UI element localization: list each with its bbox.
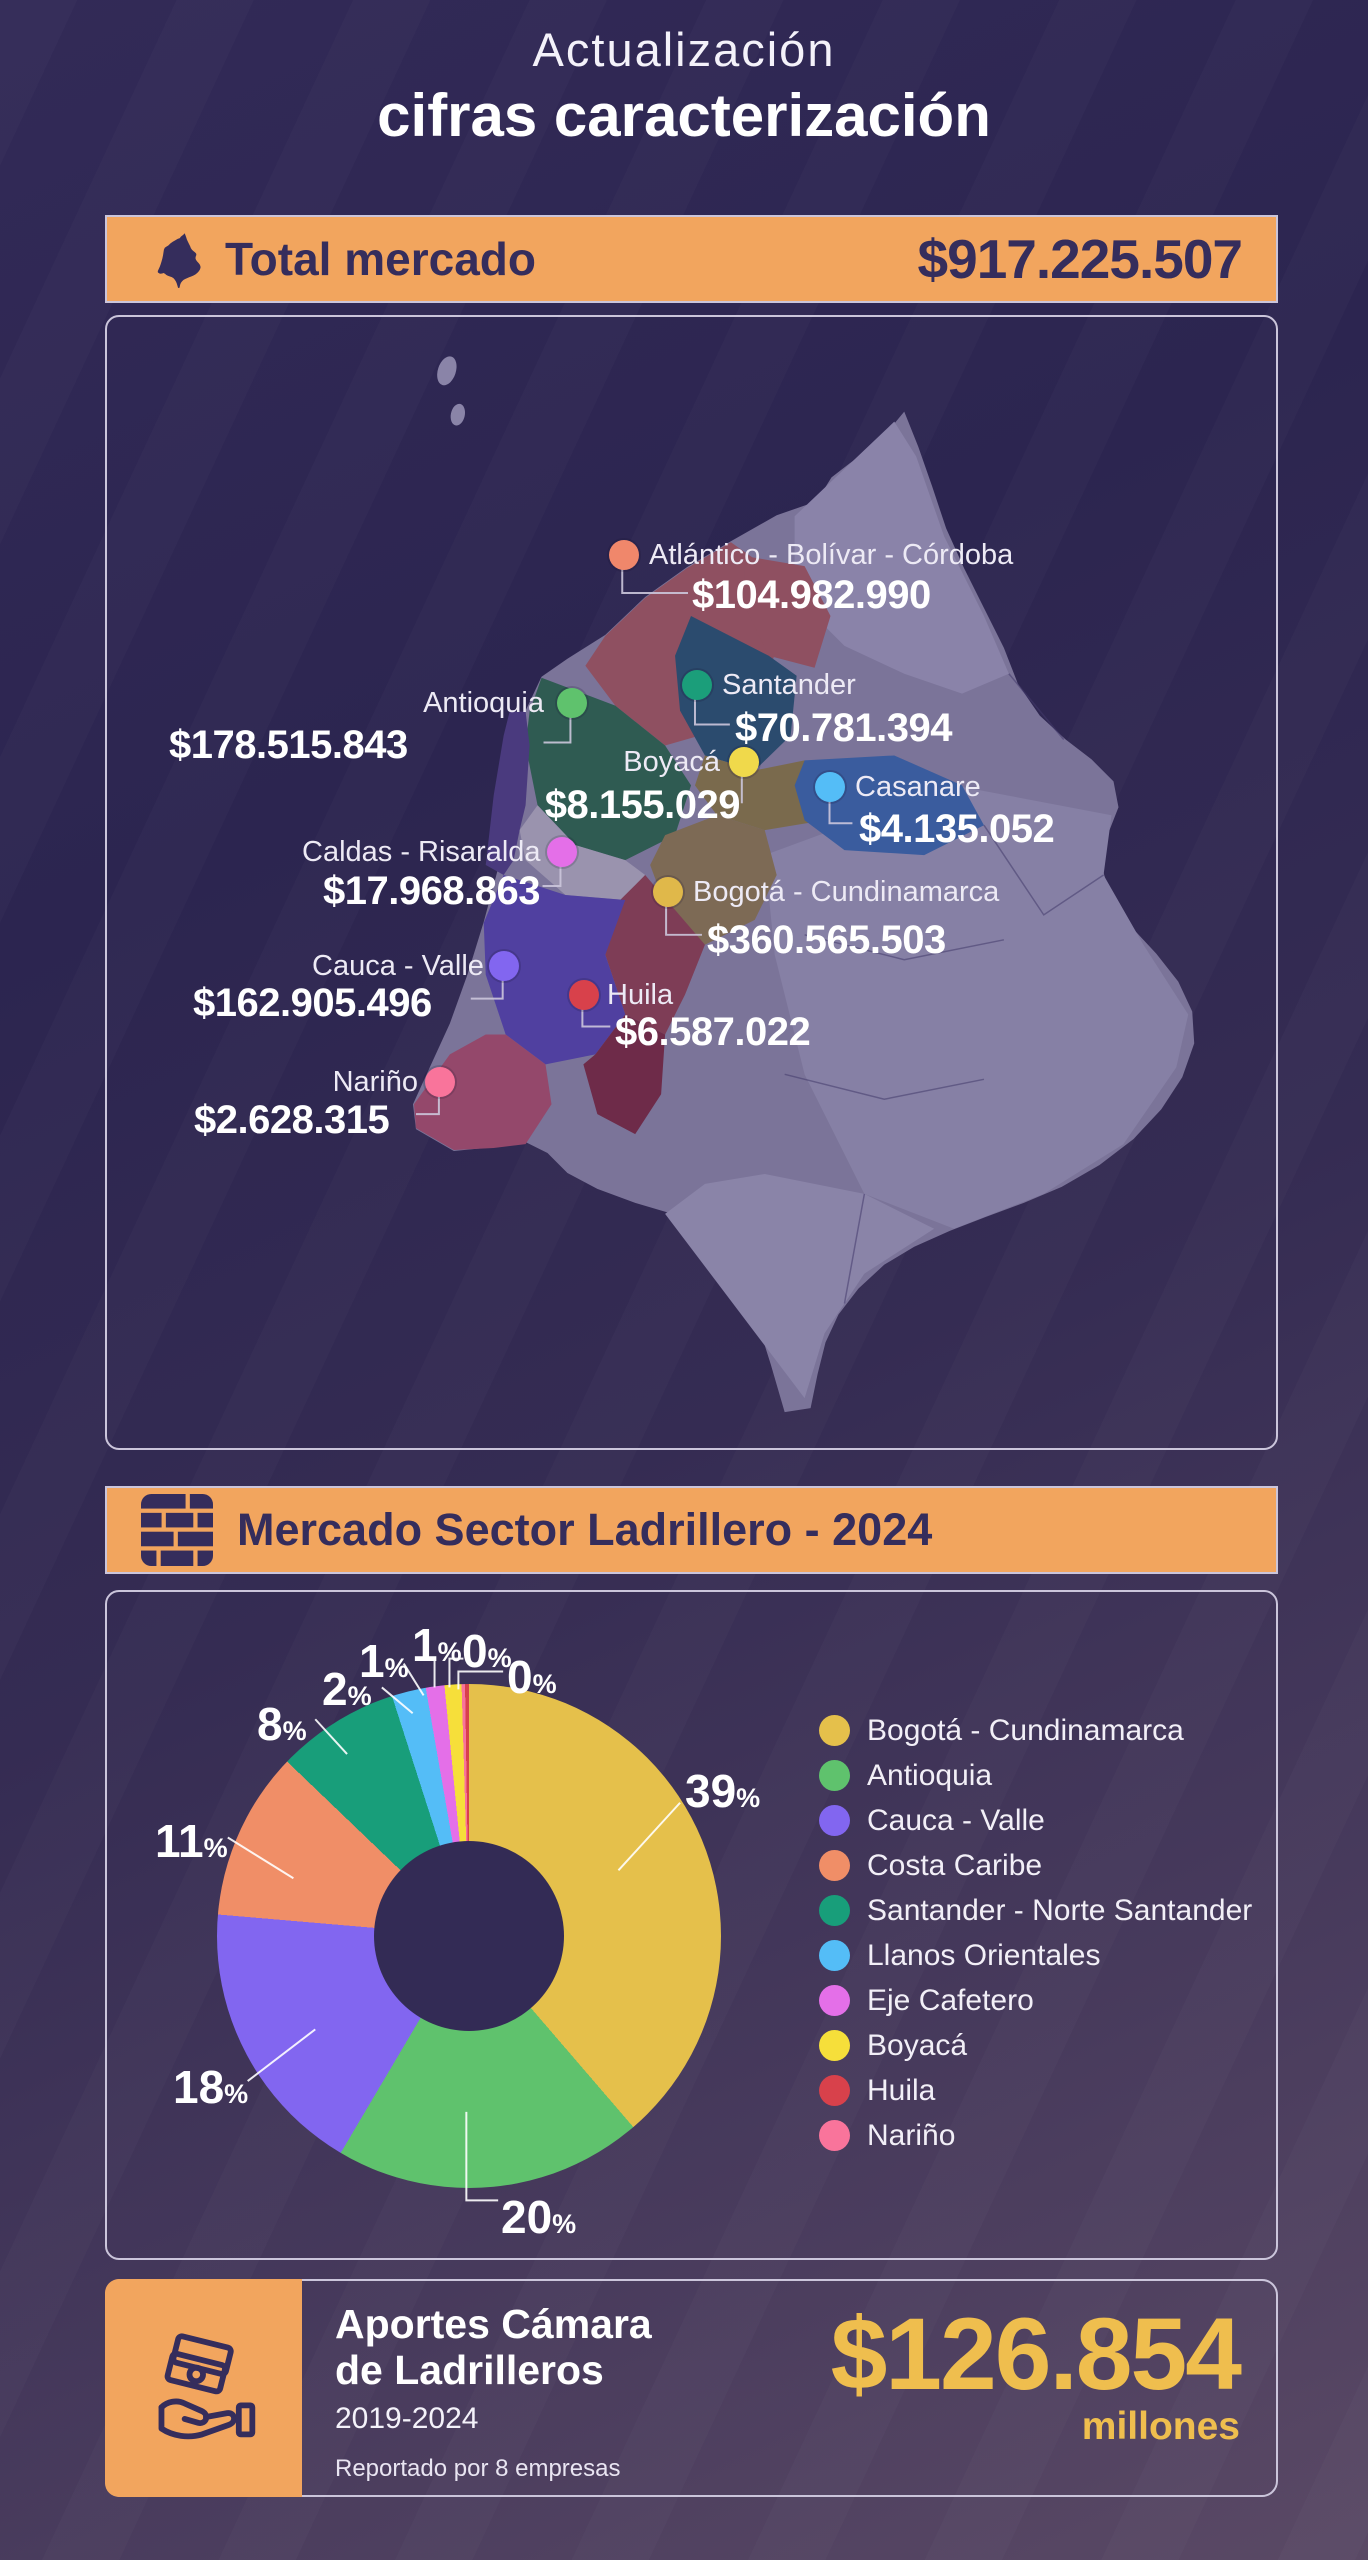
map-region-value: $17.968.863: [323, 869, 540, 913]
pie-label-santander-norte: 8%: [257, 1698, 307, 1750]
legend-item: Nariño: [819, 2113, 1252, 2158]
legend-item: Boyacá: [819, 2023, 1252, 2068]
pie-label-bogota-cundinamarca: 39%: [685, 1765, 761, 1817]
legend-swatch: [819, 1850, 850, 1881]
contributions-title-line1: Aportes Cámara: [335, 2301, 652, 2347]
contributions-period: 2019-2024: [335, 2402, 479, 2435]
map-region-name: Atlántico - Bolívar - Córdoba: [649, 539, 1014, 571]
contributions-amount: $126.854 millones: [830, 2297, 1242, 2449]
legend-item: Cauca - Valle: [819, 1798, 1252, 1843]
contributions-icon-panel: [105, 2279, 302, 2497]
map-region-value: $6.587.022: [615, 1010, 811, 1054]
contributions-note: Reportado por 8 empresas: [335, 2455, 621, 2482]
pie-leader-lines: [227, 1657, 681, 2202]
map-region-name: Cauca - Valle: [312, 950, 484, 982]
sector-title-bar: Mercado Sector Ladrillero - 2024: [105, 1486, 1278, 1574]
legend-item: Huila: [819, 2068, 1252, 2113]
donut-hole: [374, 1841, 564, 2031]
legend-item: Santander - Norte Santander: [819, 1888, 1252, 1933]
map-region-name: Nariño: [332, 1066, 418, 1098]
map-marker-cauca-valle: [489, 951, 519, 981]
pie-legend: Bogotá - Cundinamarca Antioquia Cauca - …: [819, 1708, 1252, 2158]
map-marker-narino: [425, 1067, 455, 1097]
map-marker-antioquia: [557, 688, 587, 718]
map-region-value: $360.565.503: [707, 918, 946, 962]
map-region-name: Caldas - Risaralda: [302, 836, 541, 868]
legend-swatch: [819, 2120, 850, 2151]
colombia-map-icon: [157, 233, 201, 288]
pie-label-huila: 0%: [507, 1651, 557, 1703]
hand-money-icon: [158, 2333, 255, 2440]
map-region-name: Bogotá - Cundinamarca: [693, 876, 1000, 908]
pie-label-llanos-orientales: 2%: [322, 1663, 372, 1715]
map-marker-boyaca: [729, 747, 759, 777]
legend-swatch: [819, 1805, 850, 1836]
market-map-card: Atlántico - Bolívar - Córdoba $104.982.9…: [105, 315, 1278, 1450]
contributions-title-line2: de Ladrilleros: [335, 2347, 604, 2393]
map-marker-bogota-cundinamarca: [653, 877, 683, 907]
contributions-card: Aportes Cámara de Ladrilleros 2019-2024 …: [105, 2279, 1278, 2497]
pie-label-antioquia: 20%: [501, 2191, 577, 2243]
map-marker-santander: [682, 670, 712, 700]
pie-label-eje-cafetero: 1%: [359, 1635, 409, 1687]
total-market-value: $917.225.507: [917, 228, 1243, 290]
legend-item: Llanos Orientales: [819, 1933, 1252, 1978]
colombia-choropleth-map: [412, 356, 1195, 1413]
legend-swatch: [819, 1940, 850, 1971]
map-region-value: $8.155.029: [544, 783, 741, 827]
page-title: Actualización cifras caracterización: [0, 22, 1368, 150]
pie-label-boyaca: 1%: [412, 1619, 462, 1671]
map-region-value: $70.781.394: [735, 706, 952, 750]
brick-wall-icon: [141, 1494, 213, 1566]
legend-swatch: [819, 1760, 850, 1791]
map-region-name: Antioquia: [423, 687, 544, 719]
map-region-value: $4.135.052: [859, 807, 1055, 851]
map-marker-caldas-risaralda: [547, 837, 577, 867]
map-region-name: Huila: [607, 979, 674, 1011]
map-leader-lines: [415, 568, 853, 1116]
donut-chart: [217, 1684, 721, 2188]
map-region-name: Casanare: [855, 771, 981, 803]
total-market-label: Total mercado: [225, 233, 536, 285]
map-region-value: $104.982.990: [692, 573, 931, 617]
contributions-amount-value: $126.854: [830, 2297, 1242, 2411]
map-marker-casanare: [815, 772, 845, 802]
map-region-value: $162.905.496: [193, 981, 432, 1025]
legend-swatch: [819, 2030, 850, 2061]
total-market-bar: Total mercado $917.225.507: [105, 215, 1278, 303]
legend-swatch: [819, 2075, 850, 2106]
page-title-line2: cifras caracterización: [377, 82, 991, 149]
map-marker-huila: [569, 980, 599, 1010]
legend-swatch: [819, 1895, 850, 1926]
legend-swatch: [819, 1715, 850, 1746]
map-region-value: $2.628.315: [194, 1098, 390, 1142]
pie-label-narino: 0%: [462, 1625, 512, 1677]
contributions-amount-unit: millones: [1081, 2405, 1240, 2448]
legend-item: Bogotá - Cundinamarca: [819, 1708, 1252, 1753]
map-region-name: Boyacá: [623, 746, 720, 778]
pie-label-cauca-valle: 18%: [173, 2061, 249, 2113]
pie-label-costa-caribe: 11%: [155, 1815, 228, 1867]
map-region-value: $178.515.843: [169, 723, 408, 767]
legend-item: Eje Cafetero: [819, 1978, 1252, 2023]
legend-swatch: [819, 1985, 850, 2016]
map-region-name: Santander: [722, 669, 856, 701]
legend-item: Costa Caribe: [819, 1843, 1252, 1888]
legend-item: Antioquia: [819, 1753, 1252, 1798]
page-title-line1: Actualización: [532, 23, 836, 76]
map-marker-atlantico: [609, 540, 639, 570]
sector-title: Mercado Sector Ladrillero - 2024: [237, 1504, 933, 1555]
contributions-text: Aportes Cámara de Ladrilleros 2019-2024 …: [335, 2301, 652, 2483]
sector-pie-card: 39% 20% 18% 11% 8% 2% 1% 1% 0% 0% Bogotá…: [105, 1590, 1278, 2260]
